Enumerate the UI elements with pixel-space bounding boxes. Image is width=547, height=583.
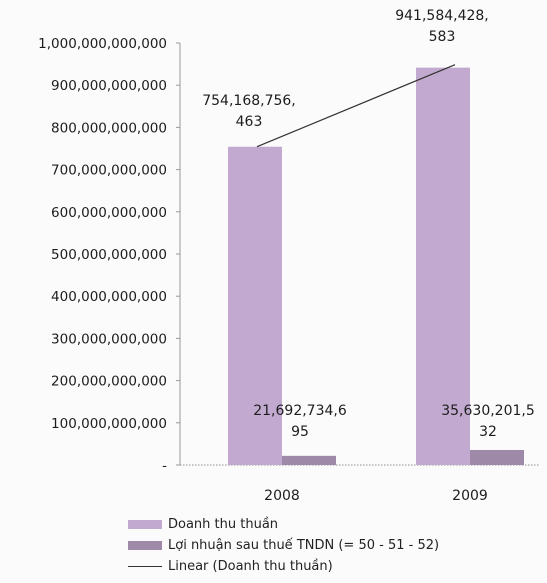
chart-plot: 1,000,000,000,000 900,000,000,000 800,000,… bbox=[38, 8, 540, 504]
y-tick-label: 400,000,000,000 bbox=[51, 289, 167, 305]
data-label-profit-2009: 35,630,201,5 bbox=[441, 403, 535, 419]
data-label-revenue-2009: 941,584,428, bbox=[395, 8, 489, 24]
legend-item-revenue: Doanh thu thuần bbox=[128, 514, 439, 535]
y-tick-label: 300,000,000,000 bbox=[51, 331, 167, 347]
x-tick-label: 2008 bbox=[264, 488, 300, 504]
legend-item-profit: Lợi nhuận sau thuế TNDN (= 50 - 51 - 52) bbox=[128, 535, 439, 556]
trendline-revenue bbox=[256, 64, 456, 148]
legend-label-profit: Lợi nhuận sau thuế TNDN (= 50 - 51 - 52) bbox=[168, 538, 440, 553]
data-label-profit-2008: 95 bbox=[291, 424, 309, 440]
legend-label-revenue: Doanh thu thuần bbox=[168, 517, 279, 532]
y-tick-label: 700,000,000,000 bbox=[51, 163, 167, 179]
y-tick-label: 1,000,000,000,000 bbox=[38, 36, 167, 52]
legend-swatch-revenue bbox=[128, 520, 162, 529]
y-tick-label: 500,000,000,000 bbox=[51, 247, 167, 263]
y-tick-label: - bbox=[162, 458, 167, 474]
data-label-profit-2008: 21,692,734,6 bbox=[253, 403, 347, 419]
bar-revenue-2009 bbox=[416, 67, 470, 466]
data-label-revenue-2008: 754,168,756, bbox=[202, 93, 296, 109]
data-label-revenue-2009: 583 bbox=[429, 29, 456, 45]
bar-revenue-2008 bbox=[228, 146, 282, 465]
y-tick-label: 900,000,000,000 bbox=[51, 78, 167, 94]
bar-profit-2009 bbox=[470, 449, 524, 465]
data-label-profit-2009: 32 bbox=[479, 424, 497, 440]
data-label-revenue-2008: 463 bbox=[236, 114, 263, 130]
legend-swatch-profit bbox=[128, 541, 162, 550]
x-tick-label: 2009 bbox=[452, 488, 488, 504]
legend-item-trendline: Linear (Doanh thu thuần) bbox=[128, 556, 439, 577]
y-tick-label: 800,000,000,000 bbox=[51, 120, 167, 136]
legend-label-trendline: Linear (Doanh thu thuần) bbox=[168, 559, 333, 574]
bar-profit-2008 bbox=[282, 455, 336, 465]
y-tick-label: 100,000,000,000 bbox=[51, 416, 167, 432]
legend: Doanh thu thuần Lợi nhuận sau thuế TNDN … bbox=[128, 514, 439, 577]
y-tick-label: 600,000,000,000 bbox=[51, 205, 167, 221]
legend-swatch-trendline bbox=[128, 566, 162, 567]
y-tick-label: 200,000,000,000 bbox=[51, 374, 167, 390]
